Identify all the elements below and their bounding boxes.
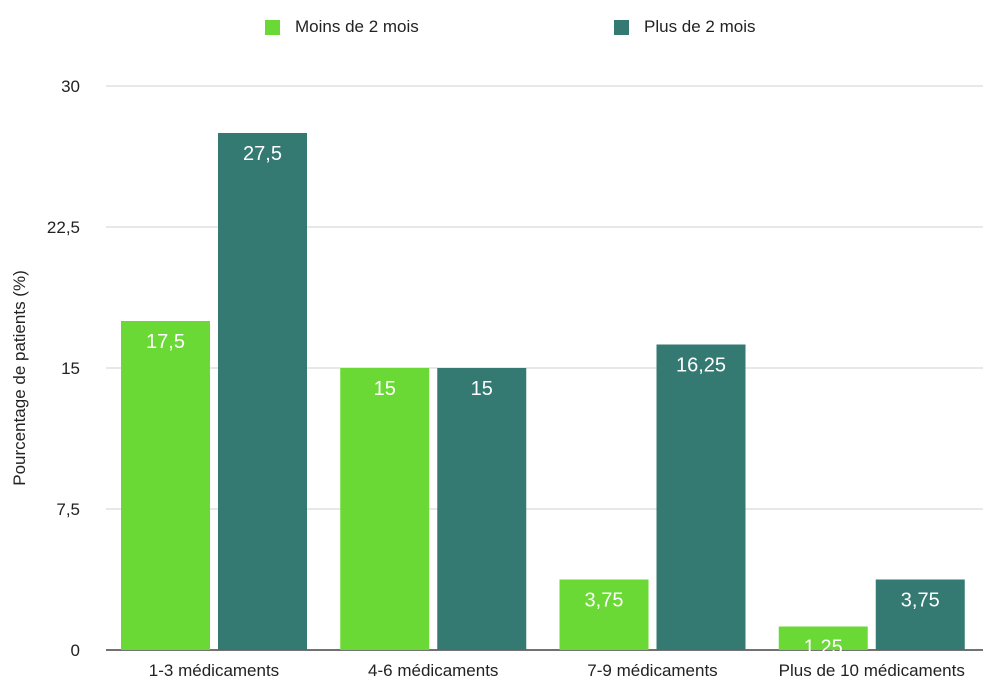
bar-value-label: 15 [374,378,396,400]
bar [121,321,210,650]
x-tick-label: 7-9 médicaments [587,661,717,680]
y-tick-label: 0 [71,641,80,660]
bar-value-label: 3,75 [901,590,940,612]
bar [656,344,746,650]
x-tick-label: Plus de 10 médicaments [779,661,965,680]
y-tick-label: 22,5 [47,218,80,237]
bar [559,579,649,650]
y-tick-label: 30 [61,77,80,96]
bar-value-label: 17,5 [146,331,185,353]
legend-label-plus-2-mois: Plus de 2 mois [644,17,756,36]
y-tick-label: 15 [61,359,80,378]
bar-value-label: 15 [471,378,493,400]
bar [778,626,868,650]
y-tick-label: 7,5 [56,500,80,519]
legend-swatch-plus-2-mois [614,19,629,35]
legend-label-moins-2-mois: Moins de 2 mois [295,17,419,36]
bar [875,579,965,650]
legend-swatch-moins-2-mois [265,19,280,35]
bar-value-label: 16,25 [676,355,726,377]
x-tick-label: 4-6 médicaments [368,661,498,680]
bar [340,368,430,650]
bar [437,368,527,650]
bar-value-label: 1,25 [804,637,843,659]
legend-item-plus-2-mois: Plus de 2 mois [614,14,756,40]
legend: Moins de 2 mois Plus de 2 mois [0,14,983,40]
x-tick-label: 1-3 médicaments [149,661,279,680]
bar-value-label: 3,75 [585,590,624,612]
bar-value-label: 27,5 [243,143,282,165]
bar [218,133,307,650]
legend-item-moins-2-mois: Moins de 2 mois [265,14,419,40]
